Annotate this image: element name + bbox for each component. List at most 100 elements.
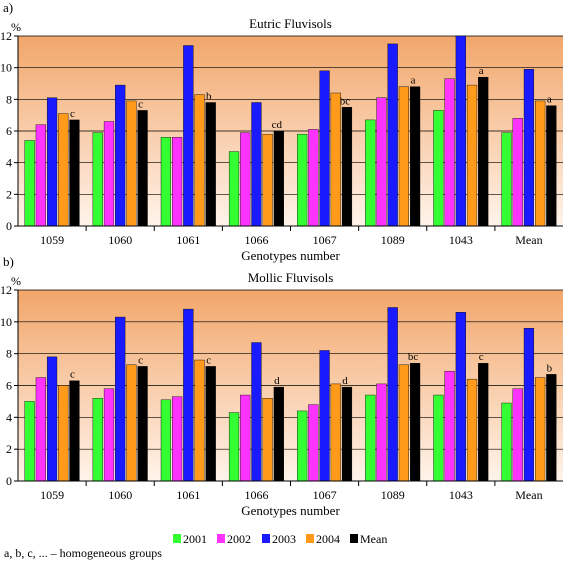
bar-mean bbox=[341, 107, 353, 227]
bar-mean bbox=[478, 76, 489, 227]
bar-2004 bbox=[58, 385, 69, 482]
x-axis-title: Genotypes number bbox=[241, 248, 340, 263]
bar-2003 bbox=[251, 342, 262, 482]
panel-label: a) bbox=[3, 0, 13, 15]
bar-2004 bbox=[535, 377, 546, 482]
bar-mean bbox=[69, 119, 80, 227]
y-tick-label: 10 bbox=[0, 315, 12, 329]
bar-2003 bbox=[183, 308, 194, 482]
bar-2001 bbox=[228, 151, 240, 227]
x-tick-label: 1089 bbox=[381, 233, 405, 247]
group-label: c bbox=[138, 98, 143, 110]
y-tick-label: 6 bbox=[6, 379, 12, 393]
bar-2001 bbox=[433, 394, 444, 482]
bar-2003 bbox=[115, 316, 126, 482]
bar-mean bbox=[137, 366, 148, 482]
bar-2004 bbox=[398, 364, 409, 482]
y-tick-label: 12 bbox=[0, 29, 12, 43]
group-label: c bbox=[138, 354, 143, 366]
x-tick-label: 1089 bbox=[381, 488, 405, 502]
bar-2001 bbox=[24, 140, 35, 227]
bar-2001 bbox=[365, 394, 376, 482]
bar-2003 bbox=[523, 328, 535, 482]
x-tick-label: Mean bbox=[515, 488, 542, 502]
bar-2002 bbox=[103, 388, 115, 482]
bar-2001 bbox=[501, 132, 512, 227]
bar-mean bbox=[273, 130, 284, 227]
bar-2003 bbox=[46, 97, 58, 227]
y-tick-label: 10 bbox=[0, 61, 12, 75]
chart-panel-b: b)% Mollic Fluvisols 0 2 4 6 8 10 12 c 1059 c 1060 c 1… bbox=[0, 254, 563, 518]
legend-label: 2003 bbox=[272, 532, 296, 546]
x-tick-label: Mean bbox=[515, 233, 542, 247]
bar-2003 bbox=[183, 45, 194, 227]
group-label: c bbox=[479, 351, 484, 363]
bar-2004 bbox=[58, 113, 69, 227]
legend-swatch-mean bbox=[350, 534, 358, 543]
bar-2003 bbox=[46, 356, 58, 482]
legend-label: Mean bbox=[360, 532, 387, 546]
y-tick-label: 8 bbox=[6, 347, 12, 361]
panel-label: b) bbox=[3, 254, 14, 269]
y-tick-label: 0 bbox=[6, 219, 12, 233]
bar-mean bbox=[205, 366, 216, 482]
bar-mean bbox=[273, 386, 284, 482]
bar-2001 bbox=[160, 399, 172, 482]
bar-2001 bbox=[433, 110, 444, 227]
x-tick-label: 1061 bbox=[176, 233, 200, 247]
bar-2004 bbox=[398, 86, 409, 227]
group-label: bc bbox=[408, 351, 419, 363]
bar-mean bbox=[409, 363, 421, 482]
bar-2002 bbox=[308, 129, 319, 227]
bar-2004 bbox=[535, 100, 546, 227]
bar-2001 bbox=[92, 398, 103, 482]
bar-2003 bbox=[455, 312, 466, 482]
legend-label: 2004 bbox=[316, 532, 340, 546]
legend-swatch-2003 bbox=[262, 534, 270, 543]
x-tick-label: 1061 bbox=[176, 488, 200, 502]
bar-2001 bbox=[160, 137, 172, 227]
group-label: a bbox=[411, 75, 416, 87]
x-tick-label: 1060 bbox=[108, 233, 132, 247]
y-tick-label: 8 bbox=[6, 92, 12, 106]
bar-2001 bbox=[365, 119, 376, 227]
bar-2004 bbox=[330, 92, 341, 227]
y-tick-label: 0 bbox=[6, 474, 12, 488]
x-tick-label: 1066 bbox=[244, 488, 268, 502]
x-axis-title: Genotypes number bbox=[241, 503, 340, 518]
bar-2004 bbox=[466, 378, 478, 482]
bar-2002 bbox=[240, 394, 251, 482]
bar-2002 bbox=[240, 132, 251, 227]
bar-2004 bbox=[126, 364, 137, 482]
bar-2003 bbox=[251, 102, 262, 227]
y-axis-label: % bbox=[11, 20, 21, 34]
bar-2002 bbox=[444, 370, 455, 482]
bar-mean bbox=[546, 374, 557, 482]
y-tick-label: 6 bbox=[6, 124, 12, 138]
bar-mean bbox=[409, 86, 421, 227]
bar-2002 bbox=[172, 137, 183, 227]
bar-2003 bbox=[387, 307, 398, 482]
bar-2002 bbox=[512, 118, 523, 227]
legend-swatch-2001 bbox=[173, 534, 181, 543]
chart-title: Mollic Fluvisols bbox=[248, 270, 334, 285]
y-axis-label: % bbox=[11, 274, 21, 288]
group-label: b bbox=[206, 91, 212, 103]
bar-mean bbox=[205, 102, 216, 227]
bar-2004 bbox=[466, 84, 478, 227]
x-tick-label: 1059 bbox=[40, 233, 64, 247]
bar-2002 bbox=[376, 97, 387, 227]
bar-2004 bbox=[194, 94, 205, 227]
chart-title: Eutric Fluvisols bbox=[249, 16, 332, 31]
bar-2001 bbox=[92, 132, 103, 227]
bar-2002 bbox=[103, 121, 115, 227]
chart-panel-a: a)% Eutric Fluvisols 0 2 4 6 8 10 12 c 1059 c 1060 b 1… bbox=[0, 0, 563, 263]
bar-2001 bbox=[297, 410, 308, 482]
x-tick-label: 1060 bbox=[108, 488, 132, 502]
x-tick-label: 1066 bbox=[244, 233, 268, 247]
bar-2001 bbox=[501, 402, 512, 482]
bar-mean bbox=[69, 380, 80, 482]
group-label: b bbox=[547, 362, 553, 374]
y-tick-label: 4 bbox=[6, 410, 12, 424]
